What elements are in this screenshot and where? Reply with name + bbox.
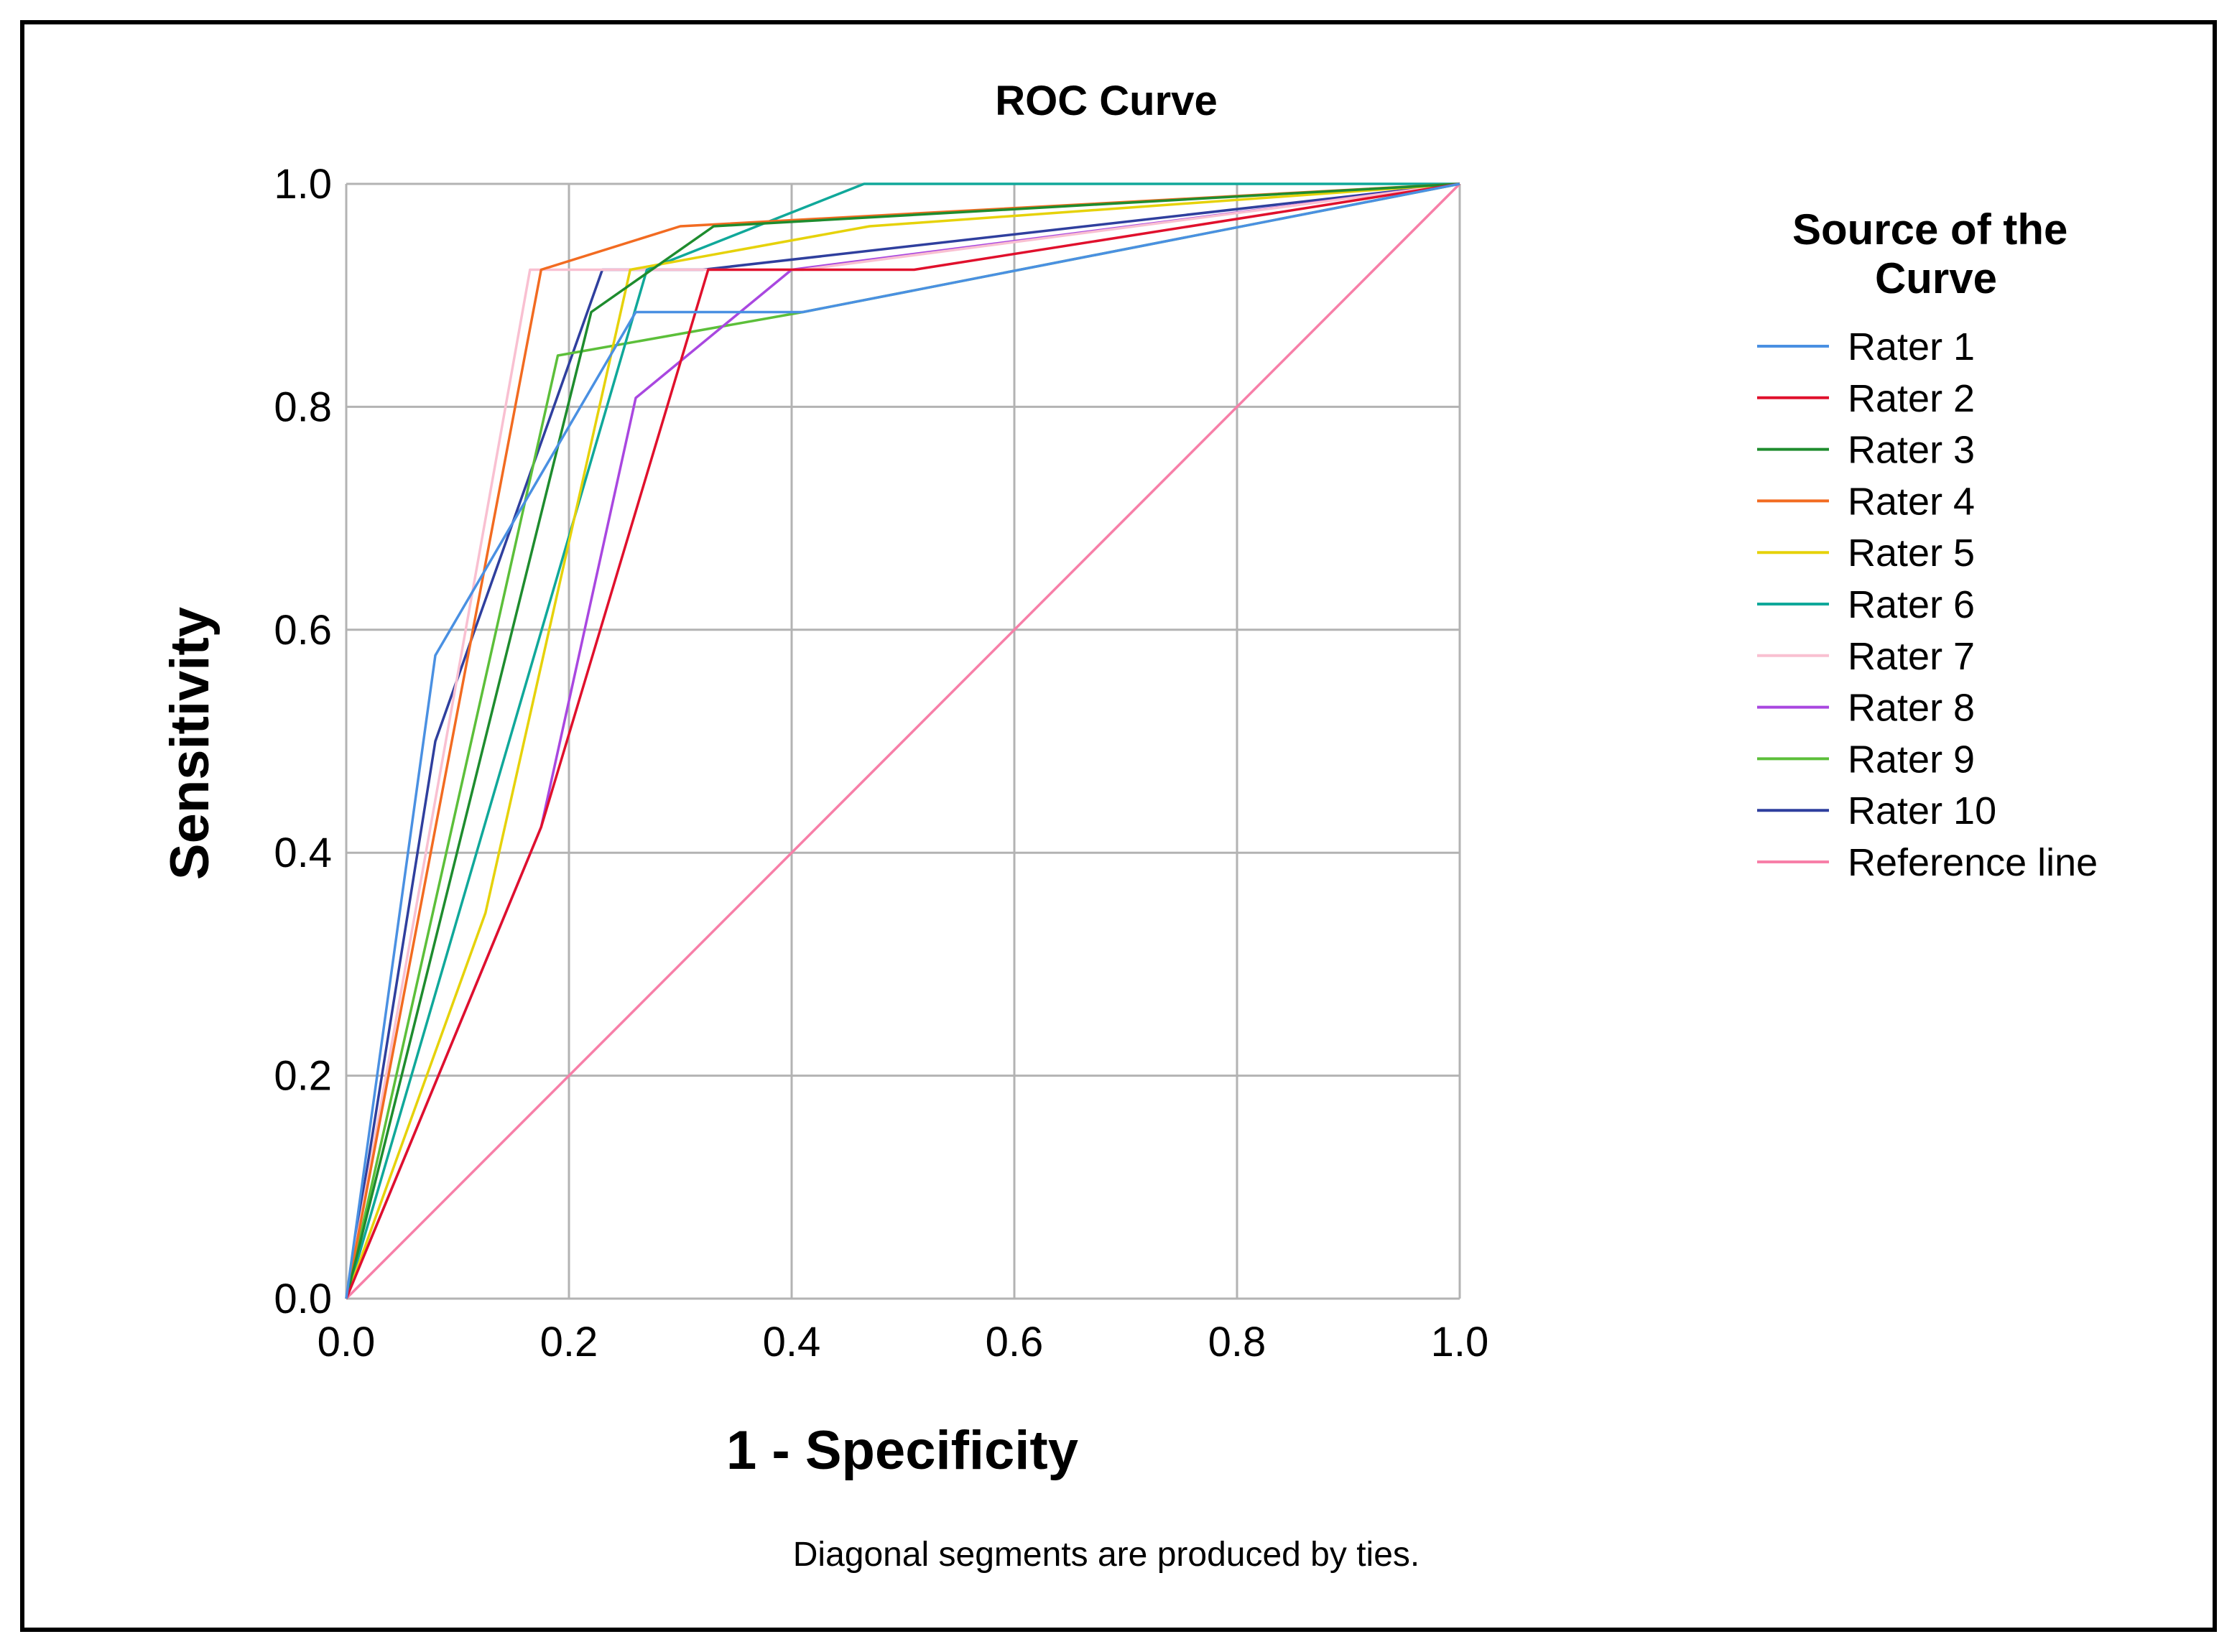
x-tick-label: 0.8	[1208, 1319, 1266, 1365]
series-line-rater-1	[345, 182, 1460, 1299]
series-line-rater-7	[345, 182, 1460, 1299]
legend-title: Source of the Curve	[1792, 205, 2080, 302]
legend-item: Rater 3	[1757, 429, 1975, 472]
footnote: Diagonal segments are produced by ties.	[793, 1536, 1420, 1574]
legend-label: Rater 10	[1848, 789, 1996, 832]
legend-item: Rater 6	[1757, 583, 1975, 626]
legend-label: Rater 2	[1848, 377, 1975, 420]
x-tick-label: 0.6	[986, 1319, 1044, 1365]
legend-label: Rater 3	[1848, 429, 1975, 472]
legend-items: Rater 1 Rater 2 Rater 3 Rater 4 Rater 5 Rater…	[1757, 325, 2098, 884]
y-tick-label: 0.0	[274, 1276, 332, 1322]
y-tick-label: 0.6	[274, 607, 332, 654]
y-axis-label: Sensitivity	[159, 607, 221, 880]
series-line-reference-line	[345, 182, 1461, 1300]
y-tick-label: 0.8	[274, 384, 332, 430]
legend-label: Rater 1	[1848, 325, 1975, 368]
legend-item: Rater 7	[1757, 635, 1975, 678]
y-axis-ticks: 0.0 0.2 0.4 0.6 0.8 1.0	[274, 161, 332, 1322]
legend-label: Rater 5	[1848, 532, 1975, 575]
legend-title-line-2: Curve	[1875, 254, 1997, 302]
legend-item: Rater 1	[1757, 325, 1975, 368]
x-tick-label: 0.2	[540, 1319, 598, 1365]
legend-label: Rater 8	[1848, 687, 1975, 730]
x-axis-ticks: 0.0 0.2 0.4 0.6 0.8 1.0	[318, 1319, 1489, 1365]
legend-label: Reference line	[1848, 841, 2098, 884]
chart-title: ROC Curve	[995, 78, 1217, 124]
legend-item: Rater 5	[1757, 532, 1975, 575]
x-tick-label: 1.0	[1431, 1319, 1489, 1365]
series-line-rater-6	[345, 182, 1460, 1299]
plot-series	[345, 182, 1461, 1300]
legend-item: Rater 4	[1757, 480, 1975, 523]
legend-label: Rater 9	[1848, 738, 1975, 781]
legend-item: Rater 9	[1757, 738, 1975, 781]
legend-title-line-1: Source of the	[1792, 205, 2067, 254]
legend-item: Rater 8	[1757, 687, 1975, 730]
y-tick-label: 0.2	[274, 1053, 332, 1100]
series-line-rater-3	[345, 182, 1460, 1299]
legend-label: Rater 7	[1848, 635, 1975, 678]
x-tick-label: 0.0	[318, 1319, 376, 1365]
legend-label: Rater 6	[1848, 583, 1975, 626]
legend-item: Reference line	[1757, 841, 2098, 884]
legend-item: Rater 2	[1757, 377, 1975, 420]
legend-label: Rater 4	[1848, 480, 1975, 523]
x-axis-label: 1 - Specificity	[726, 1420, 1078, 1481]
y-tick-label: 1.0	[274, 161, 332, 208]
series-line-rater-5	[345, 182, 1460, 1299]
chart-frame	[20, 20, 2217, 1632]
legend-item: Rater 10	[1757, 789, 1996, 832]
series-line-rater-2	[345, 182, 1460, 1299]
y-tick-label: 0.4	[274, 830, 332, 876]
x-tick-label: 0.4	[763, 1319, 821, 1365]
